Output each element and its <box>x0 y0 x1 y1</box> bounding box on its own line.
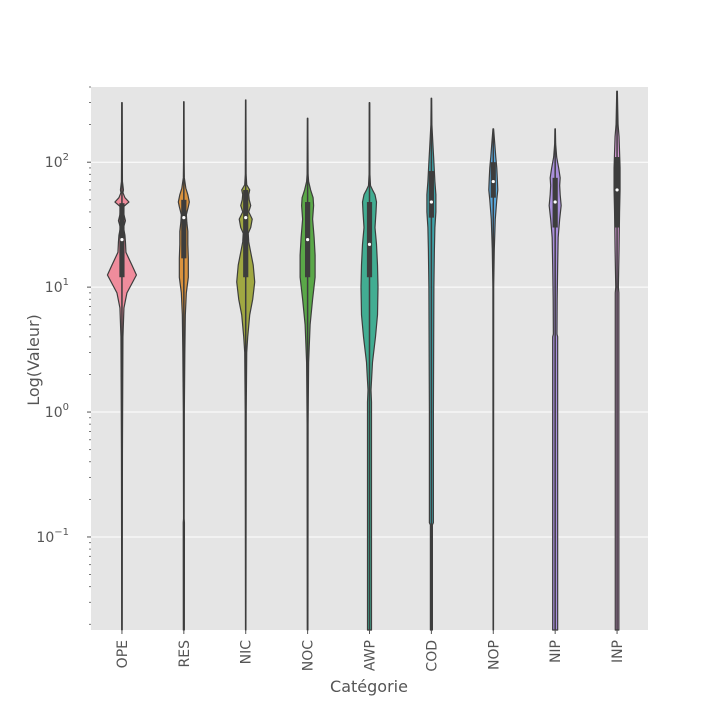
violins <box>106 90 621 631</box>
x-tick-label-nip: NIP <box>548 640 564 663</box>
violin-res <box>177 101 190 631</box>
violin-inp <box>613 90 621 631</box>
violin-iqr-box <box>243 189 249 278</box>
violin-median-dot <box>182 216 186 220</box>
violin-iqr-box <box>614 157 620 228</box>
violin-median-dot <box>615 188 619 192</box>
x-axis-title: Catégorie <box>330 677 408 696</box>
y-axis-title: Log(Valeur) <box>24 314 43 406</box>
violin-noc <box>299 117 316 631</box>
violin-median-dot <box>553 200 557 204</box>
axes: 10−1 100 101 102 OPE RES NIC NOC AWP COD NOP NIP INP <box>36 86 626 672</box>
y-tick-label: 101 <box>45 277 69 296</box>
y-tick-label: 100 <box>45 402 69 421</box>
violin-median-dot <box>429 200 433 204</box>
x-tick-label-noc: NOC <box>301 640 317 671</box>
x-tick-label-res: RES <box>177 640 193 668</box>
violin-nip <box>548 128 562 631</box>
violin-iqr-box <box>490 162 496 198</box>
violin-median-dot <box>120 238 124 242</box>
x-tick-label-nop: NOP <box>486 640 502 670</box>
violin-cod <box>426 97 437 631</box>
violin-ope <box>106 102 138 631</box>
x-tick-label-awp: AWP <box>363 640 379 671</box>
x-tick-label-nic: NIC <box>239 640 255 665</box>
violin-iqr-box <box>181 199 187 259</box>
violin-median-dot <box>491 179 495 184</box>
x-tick-label-ope: OPE <box>115 640 131 668</box>
y-tick-label: 102 <box>45 152 69 171</box>
x-tick-label-inp: INP <box>610 640 626 663</box>
violin-iqr-box <box>428 171 434 218</box>
violin-median-dot <box>244 216 248 220</box>
y-tick-label: 10−1 <box>36 527 69 546</box>
violin-median-dot <box>306 238 310 242</box>
x-tick-label-cod: COD <box>424 640 440 672</box>
violin-nop <box>488 128 499 631</box>
violin-nic <box>236 99 256 631</box>
violin-iqr-box <box>366 202 373 278</box>
violin-awp <box>360 102 379 631</box>
violin-median-dot <box>367 242 372 246</box>
